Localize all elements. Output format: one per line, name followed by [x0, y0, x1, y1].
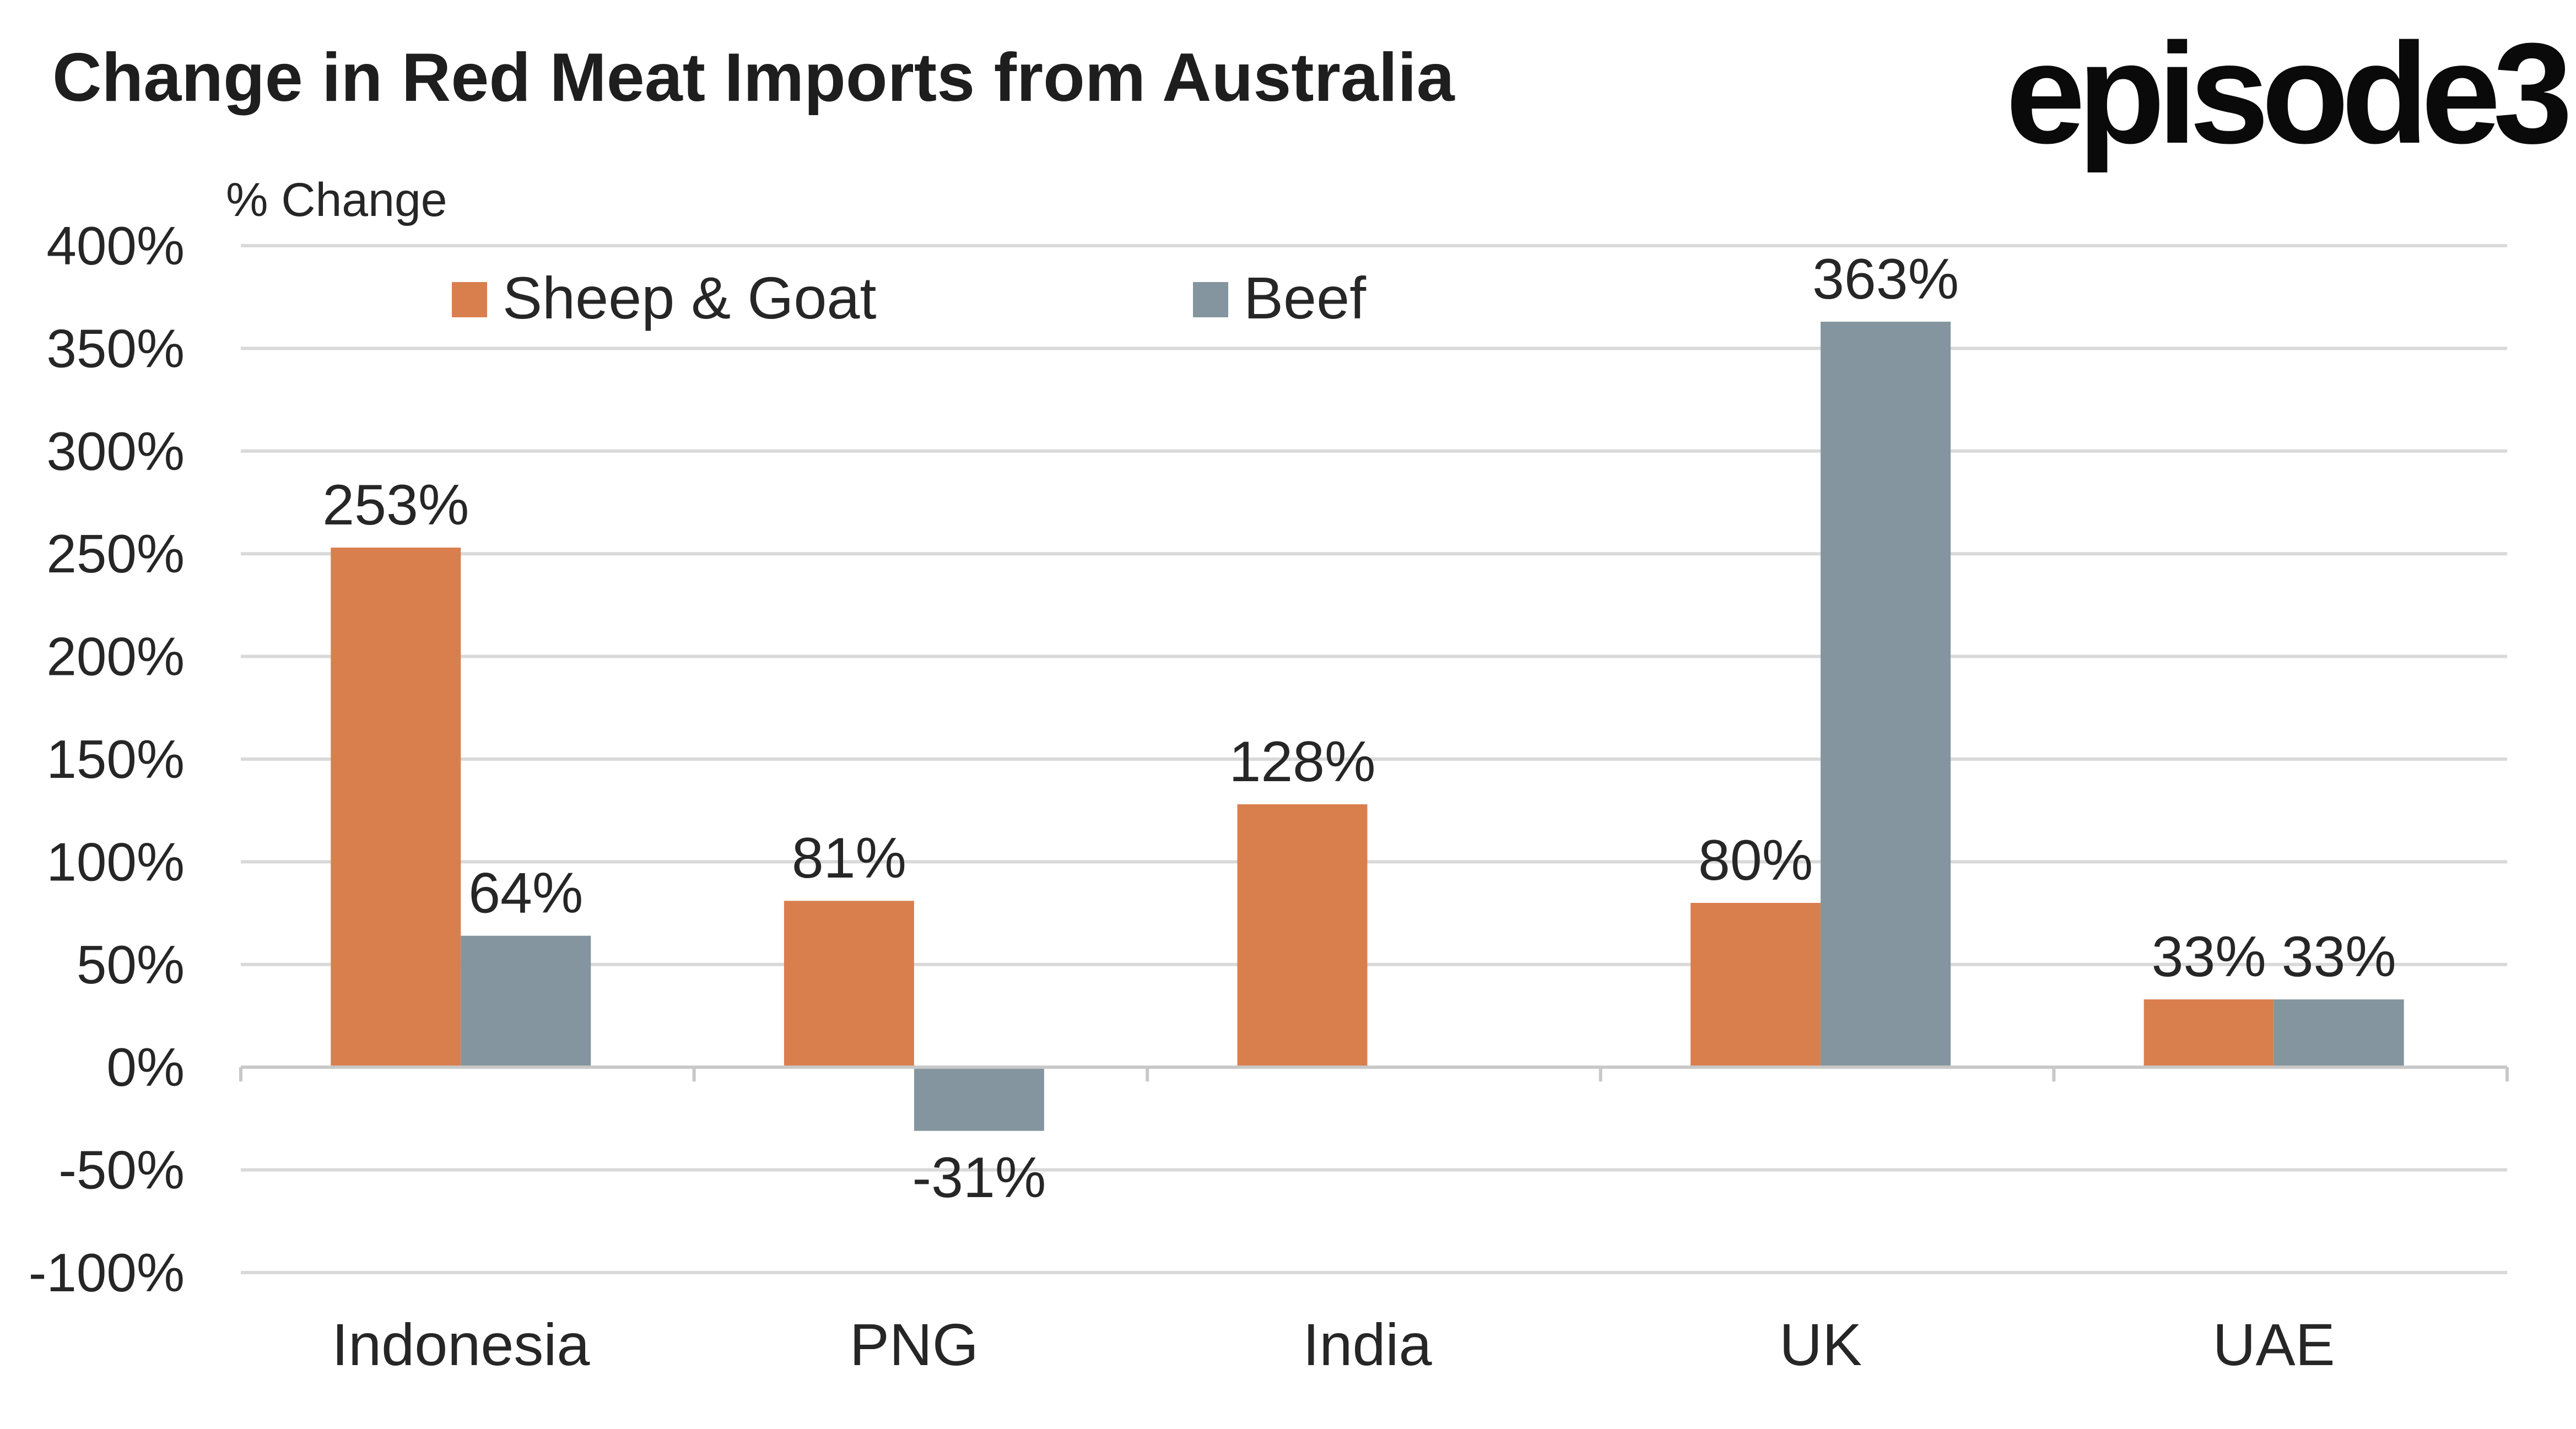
data-label: 33% [2282, 925, 2396, 989]
bar-sheep-goat-india [1237, 804, 1368, 1068]
legend-label: Sheep & Goat [503, 264, 876, 331]
y-tick-label: -100% [29, 1242, 185, 1303]
data-label: 128% [1229, 730, 1376, 794]
legend-label: Beef [1244, 264, 1367, 331]
gridlines [241, 244, 2507, 1274]
bar-sheep-goat-indonesia [331, 548, 461, 1068]
data-label: 253% [322, 473, 469, 537]
y-tick-label: 350% [46, 318, 185, 378]
x-axis-tick-labels: Indonesia PNG India UK UAE [332, 1311, 2335, 1378]
bar-beef-uk [1821, 321, 1951, 1068]
x-tick-label: UAE [2213, 1311, 2335, 1378]
y-axis-tick-labels: 400% 350% 300% 250% 200% 150% 100% 50% 0% -50% -10… [29, 215, 185, 1303]
data-label: -31% [912, 1146, 1046, 1210]
bar-sheep-goat-png [784, 901, 914, 1068]
bar-sheep-goat-uae [2143, 999, 2274, 1068]
bar-sheep-goat-uk [1691, 902, 1821, 1068]
data-label: 64% [468, 862, 583, 925]
y-tick-label: 250% [46, 523, 185, 584]
y-tick-label: 50% [77, 934, 185, 995]
bar-beef-indonesia [461, 935, 591, 1068]
x-tick-label: UK [1779, 1311, 1862, 1378]
bars [331, 321, 2404, 1131]
y-axis-label: % Change [226, 174, 447, 226]
chart-title: Change in Red Meat Imports from Australi… [52, 40, 1455, 116]
y-tick-label: -50% [58, 1140, 185, 1200]
data-labels: 253% 81% 128% 80% 33% 64% -31% 363% 33% [322, 247, 2396, 1210]
bar-beef-png [914, 1067, 1044, 1131]
data-label: 80% [1698, 829, 1813, 892]
data-label: 363% [1812, 247, 1959, 311]
y-tick-label: 150% [46, 729, 185, 789]
y-tick-label: 100% [46, 831, 185, 892]
bar-beef-uae [2273, 999, 2404, 1068]
brand-logo: episode3 [2005, 14, 2573, 174]
y-tick-label: 200% [46, 626, 185, 687]
y-tick-label: 400% [46, 215, 185, 276]
x-axis [239, 1065, 2509, 1082]
legend-swatch [452, 282, 487, 317]
x-tick-label: India [1303, 1311, 1432, 1378]
x-tick-label: Indonesia [332, 1311, 590, 1378]
data-label: 81% [792, 826, 906, 890]
x-tick-label: PNG [850, 1311, 979, 1378]
y-tick-label: 0% [106, 1037, 185, 1097]
y-tick-label: 300% [46, 421, 185, 481]
legend: Sheep & Goat Beef [452, 264, 1367, 331]
legend-swatch [1193, 282, 1228, 317]
data-label: 33% [2152, 925, 2266, 989]
